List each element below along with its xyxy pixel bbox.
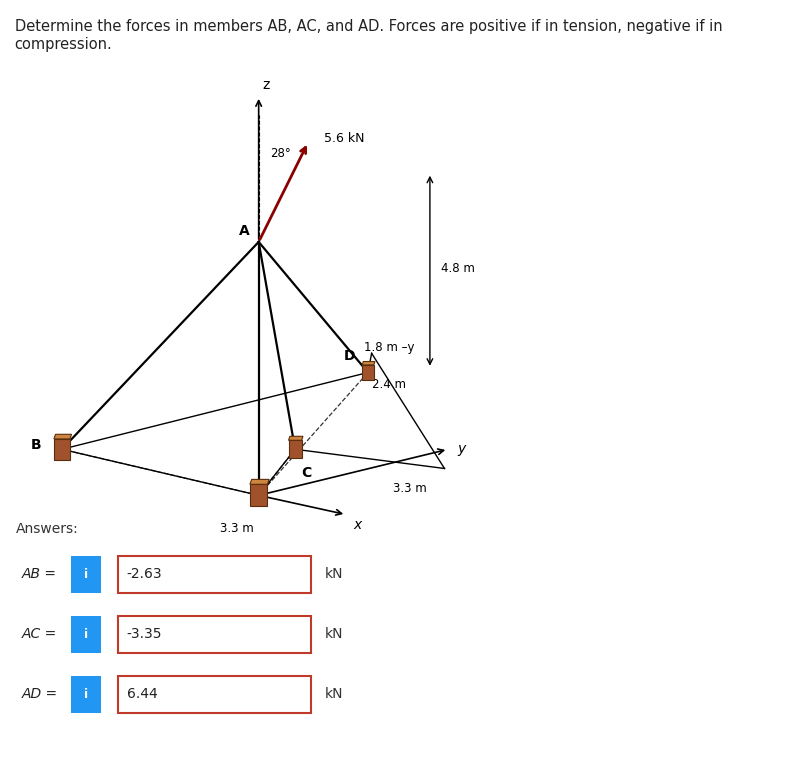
- Polygon shape: [362, 365, 374, 380]
- FancyBboxPatch shape: [72, 616, 101, 653]
- Text: 28°: 28°: [270, 147, 291, 160]
- Text: Determine the forces in members AB, AC, and AD. Forces are positive if in tensio: Determine the forces in members AB, AC, …: [15, 19, 722, 51]
- FancyBboxPatch shape: [118, 616, 311, 653]
- Text: 2.4 m: 2.4 m: [372, 378, 405, 390]
- Polygon shape: [54, 439, 70, 459]
- Text: AB =: AB =: [22, 568, 57, 581]
- Text: 3.3 m: 3.3 m: [393, 482, 427, 495]
- Polygon shape: [54, 435, 72, 439]
- Text: i: i: [84, 688, 88, 700]
- Text: D: D: [343, 349, 355, 363]
- Text: A: A: [239, 224, 250, 238]
- Text: -2.63: -2.63: [127, 568, 163, 581]
- Text: AC =: AC =: [22, 627, 57, 641]
- FancyBboxPatch shape: [72, 676, 101, 713]
- Text: Answers:: Answers:: [16, 522, 79, 536]
- Text: i: i: [84, 568, 88, 581]
- Text: x: x: [353, 518, 362, 532]
- Text: 4.8 m: 4.8 m: [441, 263, 475, 275]
- Text: 5.6 kN: 5.6 kN: [324, 132, 365, 144]
- Polygon shape: [250, 485, 268, 506]
- Text: -3.35: -3.35: [127, 627, 162, 641]
- Text: 1.8 m –y: 1.8 m –y: [364, 341, 415, 353]
- Text: C: C: [301, 466, 311, 480]
- FancyBboxPatch shape: [72, 556, 101, 593]
- Polygon shape: [250, 479, 269, 485]
- FancyBboxPatch shape: [118, 676, 311, 713]
- Polygon shape: [362, 362, 375, 365]
- Text: 6.44: 6.44: [127, 687, 157, 701]
- Text: i: i: [84, 628, 88, 641]
- Text: kN: kN: [324, 627, 343, 641]
- Text: kN: kN: [324, 687, 343, 701]
- Polygon shape: [289, 440, 301, 458]
- Polygon shape: [289, 436, 303, 440]
- Text: 3.3 m: 3.3 m: [220, 522, 254, 535]
- Text: kN: kN: [324, 568, 343, 581]
- FancyBboxPatch shape: [118, 556, 311, 593]
- Text: y: y: [457, 442, 465, 456]
- Text: z: z: [262, 78, 270, 92]
- Text: AD =: AD =: [22, 687, 58, 701]
- Text: B: B: [31, 439, 42, 452]
